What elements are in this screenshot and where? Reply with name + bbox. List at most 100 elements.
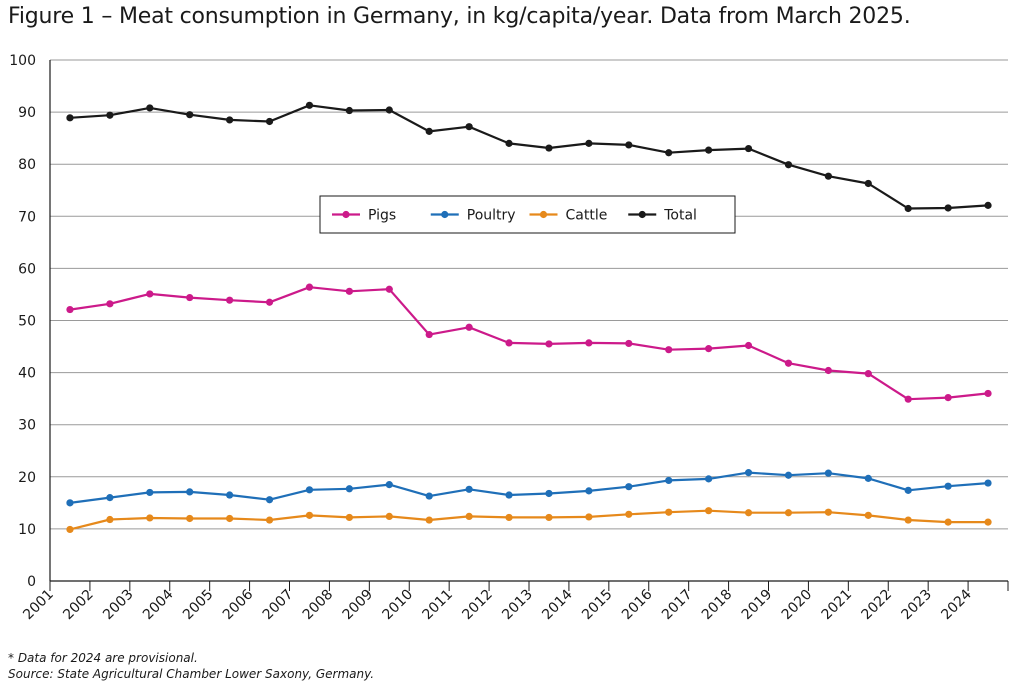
data-point-poultry — [545, 489, 553, 498]
data-point-poultry — [226, 491, 234, 499]
data-point-poultry — [864, 474, 872, 482]
data-point-cattle — [226, 514, 234, 523]
axes — [49, 60, 1009, 591]
data-point-pigs — [824, 366, 832, 375]
data-point-poultry — [665, 476, 673, 485]
data-point-poultry — [385, 481, 393, 489]
footnote: * Data for 2024 are provisional. — [8, 651, 198, 665]
data-point-total — [385, 106, 393, 114]
data-point-total — [305, 101, 314, 109]
data-point-total — [984, 201, 992, 209]
data-point-poultry — [186, 488, 194, 496]
data-point-cattle — [186, 514, 194, 523]
x-tick-label: 2023 — [898, 587, 935, 624]
series-line-poultry — [69, 471, 989, 504]
data-point-pigs — [944, 394, 952, 402]
y-tick-label: 30 — [18, 418, 36, 434]
data-point-cattle — [984, 518, 992, 526]
y-tick-label: 60 — [18, 261, 36, 277]
data-point-pigs — [345, 287, 353, 295]
data-point-cattle — [625, 510, 633, 518]
y-tick-label: 80 — [18, 157, 36, 173]
data-point-pigs — [505, 339, 513, 347]
data-point-cattle — [944, 518, 952, 526]
data-point-cattle — [505, 513, 513, 522]
data-point-pigs — [784, 359, 793, 367]
data-point-total — [505, 139, 513, 147]
x-tick-label: 2002 — [60, 587, 97, 624]
data-point-pigs — [106, 300, 114, 308]
data-point-pigs — [705, 345, 713, 353]
data-point-total — [784, 161, 793, 169]
data-point-total — [106, 111, 114, 119]
data-point-pigs — [226, 296, 234, 304]
y-tick-label: 40 — [18, 366, 36, 382]
data-point-pigs — [744, 341, 753, 350]
legend-box — [319, 195, 736, 234]
data-point-poultry — [824, 469, 832, 477]
data-point-cattle — [864, 511, 872, 519]
x-tick-label: 2016 — [619, 586, 656, 623]
data-point-pigs — [265, 298, 274, 306]
data-point-poultry — [106, 494, 114, 502]
data-point-poultry — [425, 492, 433, 500]
x-tick-label: 2004 — [140, 586, 177, 623]
data-point-total — [744, 144, 753, 153]
data-point-poultry — [465, 485, 473, 493]
x-tick-label: 2014 — [539, 586, 576, 623]
y-tick-label: 10 — [18, 522, 36, 538]
data-point-poultry — [146, 488, 154, 497]
x-tick-label: 2017 — [659, 587, 696, 624]
x-tick-label: 2001 — [20, 587, 57, 624]
data-point-poultry — [305, 486, 314, 494]
data-point-cattle — [744, 509, 753, 517]
data-point-poultry — [705, 475, 713, 483]
data-point-total — [665, 149, 673, 157]
data-point-pigs — [904, 395, 912, 403]
x-tick-label: 2010 — [380, 587, 417, 624]
data-point-pigs — [186, 293, 194, 302]
data-point-cattle — [265, 516, 274, 524]
data-point-cattle — [305, 511, 314, 519]
legend-label: Pigs — [368, 208, 396, 224]
data-point-poultry — [944, 482, 952, 490]
data-point-cattle — [106, 515, 114, 524]
data-point-total — [585, 139, 593, 147]
x-tick-label: 2013 — [499, 587, 536, 624]
data-point-total — [226, 116, 234, 124]
data-point-poultry — [505, 491, 513, 499]
x-tick-label: 2007 — [260, 587, 297, 624]
legend-marker — [441, 210, 449, 219]
x-tick-label: 2011 — [419, 587, 456, 624]
data-point-poultry — [744, 469, 753, 477]
legend: Pigs Poultry Cattle Total — [319, 195, 736, 234]
y-tick-label: 20 — [18, 470, 36, 486]
y-tick-label: 0 — [27, 574, 36, 590]
data-point-total — [265, 117, 274, 126]
data-point-total — [425, 127, 433, 135]
data-point-total — [465, 123, 473, 131]
data-point-total — [824, 172, 832, 180]
data-point-pigs — [465, 323, 473, 331]
data-point-cattle — [824, 508, 832, 516]
data-point-pigs — [984, 389, 992, 398]
data-point-pigs — [305, 283, 314, 291]
data-point-pigs — [66, 305, 74, 314]
data-point-cattle — [665, 508, 673, 516]
data-point-pigs — [545, 340, 553, 348]
legend-marker — [539, 210, 548, 219]
x-tick-labels: 2001 2002 2003 2004 2005 2006 2007 2008 2009 2010… — [20, 586, 975, 623]
series-line-pigs — [69, 286, 989, 401]
data-point-poultry — [904, 486, 912, 494]
x-tick-label: 2015 — [579, 587, 616, 624]
x-tick-label: 2020 — [779, 587, 816, 624]
data-point-cattle — [705, 507, 713, 515]
data-point-cattle — [345, 513, 353, 522]
data-point-pigs — [425, 330, 433, 339]
x-tick-label: 2019 — [739, 587, 776, 624]
data-point-pigs — [146, 290, 154, 298]
series-line-total — [69, 104, 989, 210]
data-point-total — [904, 204, 912, 213]
x-tick-label: 2022 — [859, 587, 896, 624]
